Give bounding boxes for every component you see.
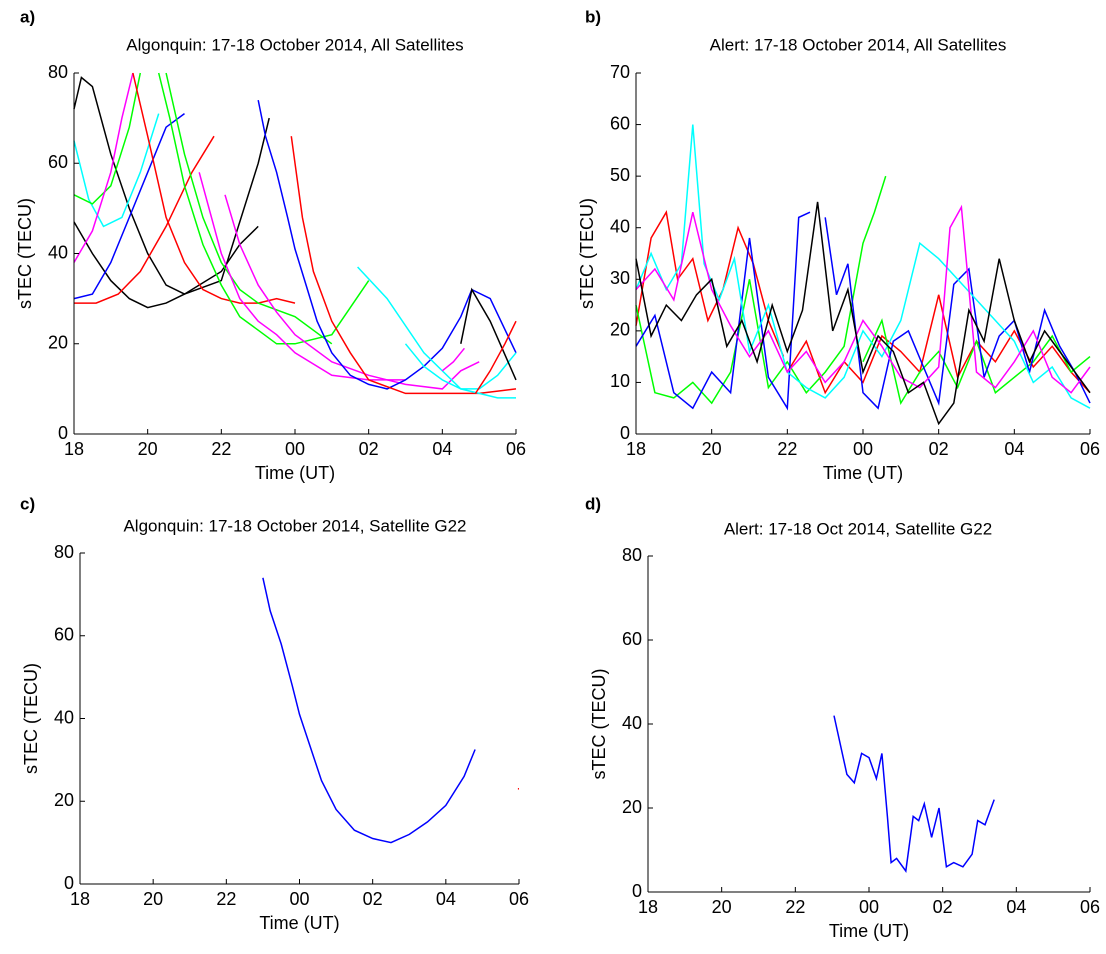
y-tick-label: 0 — [58, 423, 68, 443]
y-tick-label: 20 — [54, 790, 74, 810]
y-tick-label: 50 — [610, 165, 630, 185]
x-tick-label: 02 — [933, 897, 953, 917]
y-axis-label: sTEC (TECU) — [589, 669, 609, 780]
x-tick-label: 20 — [712, 897, 732, 917]
x-tick-label: 22 — [211, 439, 231, 459]
series-line — [74, 135, 215, 304]
x-tick-label: 22 — [777, 439, 797, 459]
y-tick-label: 60 — [610, 113, 630, 133]
panel-label: c) — [20, 494, 35, 513]
series-line — [73, 72, 142, 205]
panel-label: b) — [585, 7, 601, 26]
x-tick-label: 06 — [1080, 439, 1100, 459]
y-tick-label: 60 — [48, 152, 68, 172]
series-line — [474, 320, 517, 394]
x-tick-label: 06 — [506, 439, 526, 459]
panel-label: a) — [20, 7, 35, 26]
series-line — [833, 715, 995, 873]
x-tick-label: 00 — [285, 439, 305, 459]
y-tick-label: 40 — [622, 713, 642, 733]
y-axis-label: sTEC (TECU) — [577, 198, 597, 309]
y-tick-label: 60 — [54, 625, 74, 645]
chart-title: Algonquin: 17-18 October 2014, Satellite… — [123, 516, 466, 535]
series-line — [635, 124, 1091, 409]
series-line — [635, 175, 887, 405]
series-line — [73, 72, 134, 263]
x-tick-label: 18 — [70, 889, 90, 909]
series-line — [198, 172, 406, 381]
series-line — [224, 194, 480, 390]
y-tick-label: 80 — [48, 62, 68, 82]
series-line — [635, 204, 1091, 394]
chart-title: Alert: 17-18 Oct 2014, Satellite G22 — [724, 519, 992, 538]
series-line — [73, 221, 259, 309]
series-line — [73, 76, 270, 295]
x-tick-label: 20 — [143, 889, 163, 909]
x-tick-label: 00 — [859, 897, 879, 917]
y-tick-label: 40 — [610, 216, 630, 236]
series-line — [132, 72, 296, 304]
y-tick-label: 40 — [48, 242, 68, 262]
y-tick-label: 80 — [622, 545, 642, 565]
x-tick-label: 18 — [64, 439, 84, 459]
series-line — [441, 347, 465, 372]
y-tick-label: 10 — [610, 371, 630, 391]
y-axis-label: sTEC (TECU) — [15, 198, 35, 309]
x-tick-label: 04 — [1004, 439, 1024, 459]
series-line — [635, 211, 811, 411]
x-axis-label: Time (UT) — [823, 463, 903, 483]
x-tick-label: 02 — [929, 439, 949, 459]
x-tick-label: 04 — [1006, 897, 1026, 917]
series-line — [460, 287, 517, 381]
x-tick-label: 04 — [436, 889, 456, 909]
y-tick-label: 0 — [64, 873, 74, 893]
y-tick-label: 0 — [620, 423, 630, 443]
x-axis-label: Time (UT) — [829, 921, 909, 941]
series-line — [73, 112, 185, 300]
x-tick-label: 18 — [626, 439, 646, 459]
series-line — [290, 136, 517, 395]
x-axis-label: Time (UT) — [259, 913, 339, 933]
y-tick-label: 30 — [610, 268, 630, 288]
panel-label: d) — [585, 494, 601, 513]
x-axis-label: Time (UT) — [255, 463, 335, 483]
x-tick-label: 04 — [432, 439, 452, 459]
series-line — [862, 318, 1091, 406]
x-tick-label: 22 — [216, 889, 236, 909]
y-tick-label: 20 — [622, 797, 642, 817]
series-line — [157, 72, 370, 345]
y-tick-label: 40 — [54, 707, 74, 727]
x-tick-label: 06 — [509, 889, 529, 909]
y-tick-label: 20 — [48, 333, 68, 353]
series-line — [73, 113, 160, 228]
y-axis-label: sTEC (TECU) — [21, 663, 41, 774]
y-tick-label: 70 — [610, 62, 630, 82]
series-line — [824, 217, 1091, 410]
y-tick-label: 0 — [632, 881, 642, 901]
y-tick-label: 80 — [54, 542, 74, 562]
x-tick-label: 02 — [359, 439, 379, 459]
x-tick-label: 20 — [702, 439, 722, 459]
series-line — [262, 577, 476, 844]
x-tick-label: 06 — [1080, 897, 1100, 917]
series-line — [786, 294, 1091, 395]
y-tick-label: 60 — [622, 629, 642, 649]
series-line — [257, 99, 517, 390]
series-line — [404, 343, 517, 390]
x-tick-label: 00 — [289, 889, 309, 909]
x-tick-label: 00 — [853, 439, 873, 459]
x-tick-label: 18 — [638, 897, 658, 917]
chart-title: Algonquin: 17-18 October 2014, All Satel… — [126, 35, 463, 54]
chart-title: Alert: 17-18 October 2014, All Satellite… — [710, 35, 1007, 54]
x-tick-label: 20 — [138, 439, 158, 459]
y-tick-label: 20 — [610, 320, 630, 340]
x-tick-label: 02 — [363, 889, 383, 909]
series-line — [635, 210, 785, 357]
series-line — [635, 201, 1091, 426]
x-tick-label: 22 — [785, 897, 805, 917]
